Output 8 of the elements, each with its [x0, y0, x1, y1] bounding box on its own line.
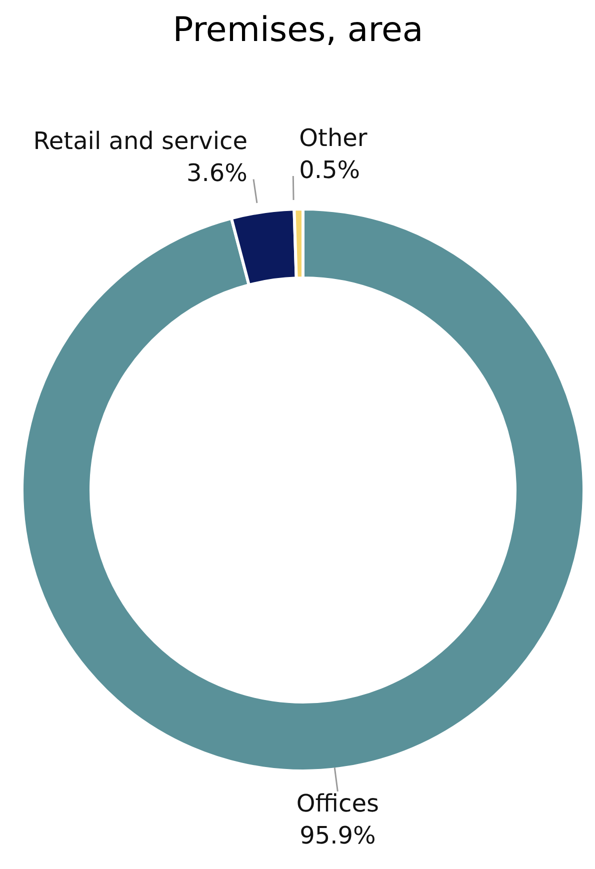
slice-label: Offices [296, 789, 379, 818]
data-label: 95.9% [300, 821, 376, 850]
donut-slice [20, 208, 586, 772]
data-label: 3.6% [186, 159, 248, 188]
slice-label: Retail and service [33, 127, 248, 156]
data-label: 0.5% [299, 156, 360, 184]
slice-label: Other [299, 124, 368, 152]
chart-title: Premises, area [172, 9, 424, 52]
